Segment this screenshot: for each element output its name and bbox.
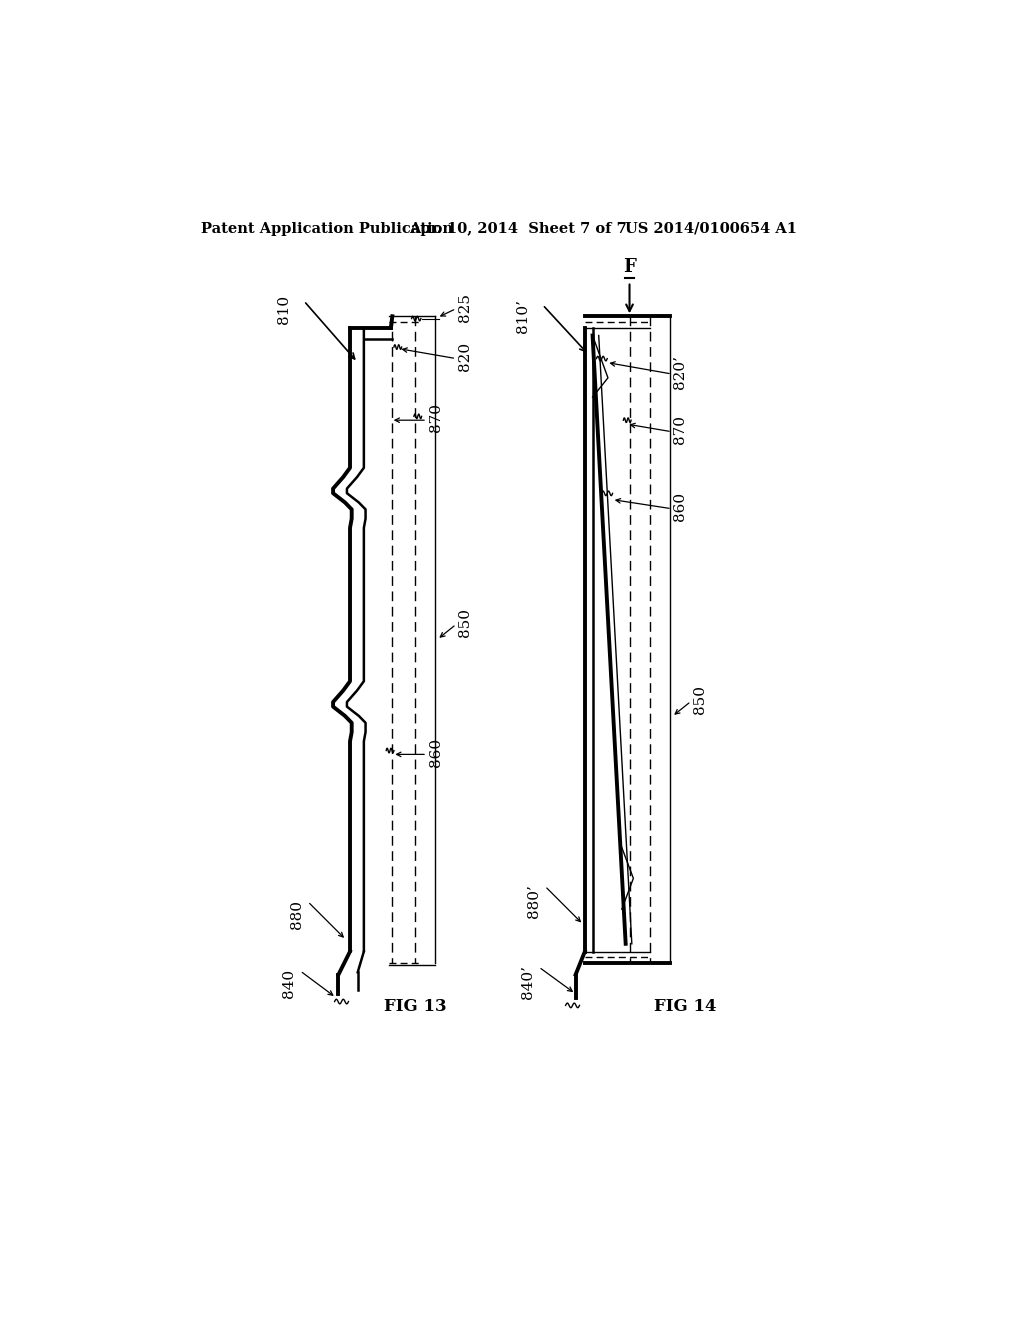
Text: FIG 13: FIG 13 — [384, 998, 446, 1015]
Text: 820: 820 — [458, 342, 472, 371]
Text: 860: 860 — [429, 738, 443, 767]
Text: US 2014/0100654 A1: US 2014/0100654 A1 — [625, 222, 797, 235]
Text: 810: 810 — [276, 294, 291, 323]
Text: 840: 840 — [282, 969, 296, 998]
Text: Apr. 10, 2014  Sheet 7 of 7: Apr. 10, 2014 Sheet 7 of 7 — [410, 222, 627, 235]
Text: 820’: 820’ — [674, 355, 687, 388]
Text: 860: 860 — [674, 492, 687, 521]
Text: 870: 870 — [429, 404, 443, 433]
Text: 880: 880 — [290, 900, 304, 929]
Text: 825: 825 — [458, 293, 472, 322]
Text: 850: 850 — [458, 609, 472, 638]
Text: Patent Application Publication: Patent Application Publication — [202, 222, 454, 235]
Text: F: F — [623, 259, 636, 276]
Text: 850: 850 — [692, 685, 707, 714]
Text: 840’: 840’ — [521, 965, 535, 999]
Text: FIG 14: FIG 14 — [653, 998, 716, 1015]
Text: 810’: 810’ — [515, 300, 529, 334]
Text: 870: 870 — [674, 414, 687, 444]
Text: 880’: 880’ — [527, 884, 541, 917]
